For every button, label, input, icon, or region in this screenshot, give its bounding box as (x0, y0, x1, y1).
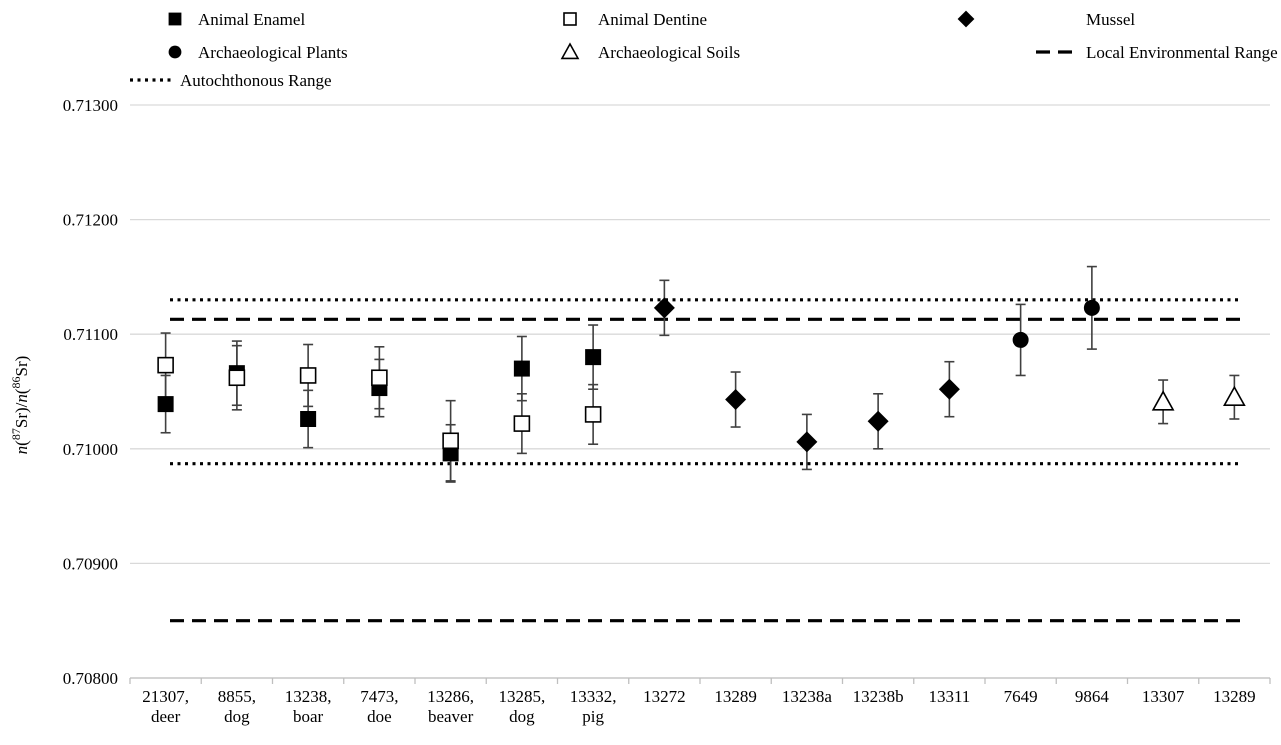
animal-dentine-point (513, 415, 531, 432)
x-tick-label: 13289 (1213, 687, 1256, 706)
animal-dentine-point (371, 369, 388, 387)
animal-dentine-point (584, 406, 602, 423)
legend-item: Mussel (957, 10, 1135, 29)
x-tick-label: 13332, pig (570, 687, 617, 726)
archaeological-plants-point (1083, 299, 1100, 316)
legend: Animal Enamel Animal Dentine Mussel Archaeo… (130, 10, 1278, 90)
legend-label: Autochthonous Range (180, 71, 332, 90)
legend-marker (957, 10, 975, 28)
archaeological-soils-point (1223, 385, 1246, 407)
legend-marker (168, 45, 182, 59)
x-tick-label: 13238b (853, 687, 904, 706)
y-axis-ticks: 0.70800 0.70900 0.71000 0.71100 0.71200 0.713… (63, 96, 118, 688)
legend-label: Animal Dentine (598, 10, 707, 29)
x-tick-label: 13286, beaver (427, 687, 474, 726)
legend-label: Archaeological Soils (598, 43, 740, 62)
x-tick-label: 13285, dog (499, 687, 546, 726)
x-tick-label: 7649 (1004, 687, 1038, 706)
mussel-point (653, 297, 675, 319)
legend-item: Animal Dentine (563, 10, 707, 29)
x-tick-label: 13272 (643, 687, 686, 706)
animal-dentine-point (299, 367, 317, 384)
x-tick-label: 13311 (928, 687, 970, 706)
y-tick-label: 0.70800 (63, 669, 118, 688)
legend-marker (168, 12, 182, 26)
y-tick-label: 0.71300 (63, 96, 118, 115)
x-tick-label: 13289 (714, 687, 757, 706)
legend-item: Autochthonous Range (130, 71, 332, 90)
legend-item: Archaeological Plants (168, 43, 348, 62)
gridlines (130, 104, 1270, 679)
x-tick-label: 9864 (1075, 687, 1110, 706)
mussel-point (867, 410, 889, 432)
y-tick-label: 0.70900 (63, 554, 118, 573)
animal-enamel-point (585, 349, 602, 366)
animal-enamel-point (513, 360, 530, 377)
legend-item: Animal Enamel (168, 10, 305, 29)
y-axis-label: n(87Sr)/n(86Sr) (9, 356, 31, 455)
legend-item: Local Environmental Range (1036, 43, 1278, 62)
animal-dentine-point (157, 356, 174, 374)
legend-label: Local Environmental Range (1086, 43, 1278, 62)
x-tick-label: 13238, boar (285, 687, 332, 726)
mussel-point (796, 431, 818, 453)
animal-dentine-point (228, 369, 246, 387)
x-tick-label: 13307 (1142, 687, 1185, 706)
mussel-point (725, 389, 747, 411)
legend-item: Archaeological Soils (560, 42, 740, 62)
y-tick-label: 0.71000 (63, 440, 118, 459)
legend-marker (560, 42, 580, 60)
error-bars (160, 265, 1240, 483)
archaeological-plants-point (1012, 331, 1029, 348)
x-tick-label: 13238a (782, 687, 833, 706)
data-points (157, 297, 1246, 462)
range-lines (170, 298, 1240, 623)
legend-label: Mussel (1086, 10, 1135, 29)
animal-enamel-point (300, 411, 317, 428)
y-tick-label: 0.71100 (63, 325, 118, 344)
x-axis: 21307, deer 8855, dog 13238, boar 7473, doe 1328… (129, 677, 1271, 726)
x-tick-label: 21307, deer (142, 687, 189, 726)
animal-enamel-point (442, 445, 459, 462)
legend-label: Animal Enamel (198, 10, 305, 29)
mussel-point (938, 378, 960, 400)
archaeological-soils-point (1151, 390, 1175, 411)
legend-marker (563, 12, 577, 26)
y-tick-label: 0.71200 (63, 211, 118, 230)
x-tick-label: 7473, doe (360, 687, 398, 726)
x-tick-label: 8855, dog (218, 687, 256, 726)
animal-enamel-point (157, 396, 174, 413)
legend-label: Archaeological Plants (198, 43, 348, 62)
animal-dentine-point (442, 432, 459, 450)
